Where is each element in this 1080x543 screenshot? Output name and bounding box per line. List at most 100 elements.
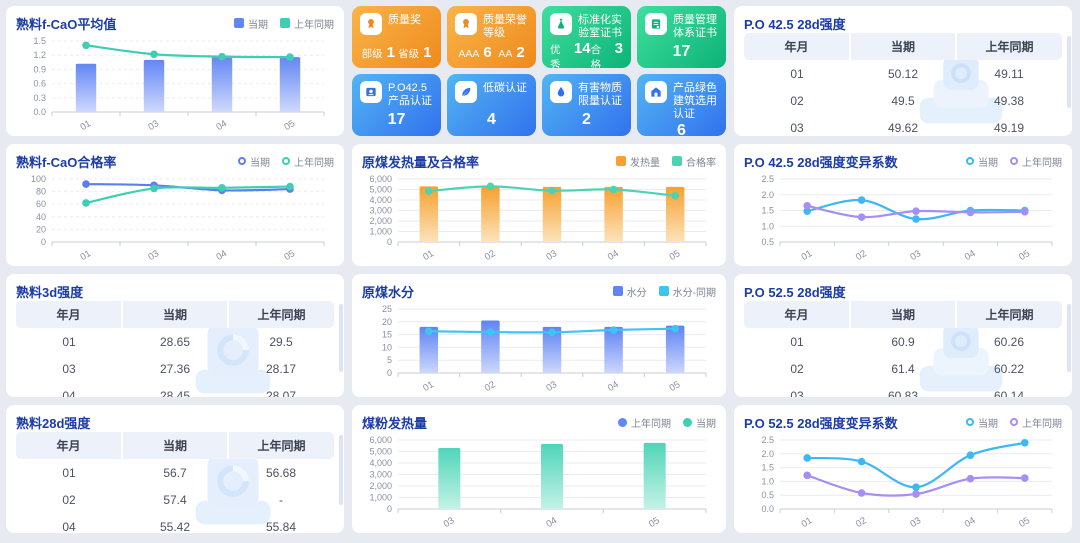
legend-item[interactable]: 上年同期 (1010, 415, 1062, 430)
po525-28d-table: 年月 当期 上年同期 01 60.9 60.26 02 61.4 60.22 03 60.83 60.… (744, 301, 1062, 397)
badge-stat: 2 (582, 111, 591, 128)
legend-item[interactable]: 上年同期 (1010, 154, 1062, 169)
svg-text:03: 03 (908, 248, 923, 262)
svg-text:02: 02 (854, 248, 869, 262)
badge-lab-certificate[interactable]: 标准化实验室证书 优秀 14 合格 3 (542, 6, 631, 68)
badge-quality-honor[interactable]: 质量荣誉等级 AAA 6 AA 2 (447, 6, 536, 68)
table-cell: 01 (790, 335, 804, 349)
legend-label: 上年同期 (1022, 418, 1062, 430)
legend-item[interactable]: 当期 (966, 415, 998, 430)
chart-legend: 上年同期 当期 (618, 415, 716, 430)
panel-fcao-avg: 熟料f-CaO平均值 当期 上年同期 0.0 0.3 0.6 0.9 1.2 1.5 01 03… (6, 6, 344, 136)
panel-clinker-3d-table: 熟料3d强度 年月 当期 上年同期 01 28.65 29.5 03 27.36 28.17 04… (6, 274, 344, 397)
badge-stats: 优秀 14 合格 3 (550, 40, 623, 68)
legend-item[interactable]: 当期 (238, 154, 270, 169)
svg-text:2,000: 2,000 (369, 216, 392, 226)
badge-title: 质量荣誉等级 (483, 14, 527, 40)
badge-hazardous-limit-cert[interactable]: 有害物质限量认证 2 (542, 74, 631, 136)
legend-item[interactable]: 合格率 (672, 154, 716, 169)
badge-quality-award[interactable]: 质量奖 部级 1 省级 1 (352, 6, 441, 68)
legend-marker (966, 418, 974, 426)
legend-marker (1010, 418, 1018, 426)
svg-text:05: 05 (282, 248, 297, 262)
badge-stat: 合格 3 (590, 40, 623, 68)
badge-stat: 4 (487, 111, 496, 128)
certificate-icon (645, 13, 667, 35)
badge-green-building-cert[interactable]: 产品绿色建筑选用认证 6 (637, 74, 726, 136)
svg-text:2.5: 2.5 (761, 435, 774, 445)
badge-title: 低碳认证 (483, 82, 527, 94)
chart-legend: 当期 上年同期 (966, 415, 1062, 430)
badge-stats: 17 (360, 108, 433, 131)
svg-text:05: 05 (668, 248, 683, 262)
clinker-3d-table: 年月 当期 上年同期 01 28.65 29.5 03 27.36 28.17 04 28.45 28… (16, 301, 334, 397)
svg-text:05: 05 (1017, 515, 1032, 529)
table-row: 03 27.36 28.17 (16, 355, 334, 382)
column-header: 上年同期 (955, 301, 1062, 328)
svg-text:04: 04 (963, 248, 978, 262)
legend-item[interactable]: 上年同期 (618, 415, 671, 430)
legend-marker (280, 18, 290, 28)
svg-text:01: 01 (800, 515, 815, 529)
legend-item[interactable]: 水分-同期 (658, 284, 716, 299)
panel-po525-28d-table: P.O 52.5 28d强度 年月 当期 上年同期 01 60.9 60.26 02 61.4… (734, 274, 1072, 397)
legend-item[interactable]: 水分 (612, 284, 647, 299)
panel-coal-moisture: 原煤水分 水分 水分-同期 0 5 10 15 20 25 01 02 03 04 05 (352, 274, 726, 397)
fcao-avg-chart: 0.0 0.3 0.6 0.9 1.2 1.5 01 03 04 05 (16, 33, 334, 132)
table-cell: 49.19 (993, 121, 1025, 135)
svg-text:03: 03 (146, 248, 161, 262)
svg-text:6,000: 6,000 (369, 174, 392, 184)
svg-text:0: 0 (387, 504, 392, 514)
svg-text:2.0: 2.0 (761, 449, 774, 459)
legend-item[interactable]: 当期 (683, 415, 716, 430)
legend-item[interactable]: 发热量 (616, 154, 660, 169)
panel-title: 原煤水分 (362, 284, 415, 300)
svg-text:10: 10 (382, 342, 392, 352)
table-scrollbar[interactable] (339, 304, 343, 372)
svg-text:0.5: 0.5 (761, 237, 774, 247)
legend-item[interactable]: 上年同期 (280, 16, 334, 31)
svg-text:5,000: 5,000 (369, 447, 392, 457)
badge-stat: 部级 1 (361, 44, 395, 61)
legend-marker (672, 156, 682, 166)
svg-text:03: 03 (908, 515, 923, 529)
legend-label: 上年同期 (294, 157, 334, 169)
svg-text:03: 03 (544, 248, 559, 262)
legend-item[interactable]: 当期 (234, 16, 268, 31)
table-cell: 29.5 (269, 335, 293, 349)
badge-title: 有害物质限量认证 (578, 82, 622, 108)
panel-po525-cv: P.O 52.5 28d强度变异系数 当期 上年同期 0.0 0.5 1.0 1.5 2.… (734, 405, 1072, 533)
legend-item[interactable]: 当期 (966, 154, 998, 169)
panel-title: 熟料3d强度 (16, 284, 84, 300)
svg-text:1,000: 1,000 (369, 493, 392, 503)
panel-title: 熟料28d强度 (16, 415, 91, 431)
legend-item[interactable]: 上年同期 (282, 154, 334, 169)
table-cell: 60.9 (891, 335, 915, 349)
table-cell: 60.26 (993, 335, 1025, 349)
table-scrollbar[interactable] (1067, 304, 1071, 372)
column-header: 上年同期 (955, 33, 1062, 60)
legend-label: 当期 (248, 19, 268, 31)
table-cell: 49.38 (993, 94, 1025, 108)
table-cell: 49.62 (887, 121, 919, 135)
table-cell: 60.14 (993, 389, 1025, 397)
table-cell: 03 (790, 121, 804, 135)
badge-po425-product-cert[interactable]: P.O42.5 产品认证 17 (352, 74, 441, 136)
panel-title: 原煤发热量及合格率 (362, 154, 480, 170)
building-icon (645, 81, 667, 103)
badge-stats: 6 (645, 122, 718, 136)
badge-qms-certificate[interactable]: 质量管理体系证书 17 (637, 6, 726, 68)
coal-powder-heat-chart: 0 1,000 2,000 3,000 4,000 5,000 6,000 03 04 05 (362, 432, 716, 529)
chart-legend: 当期 上年同期 (234, 16, 334, 31)
column-header: 上年同期 (227, 432, 334, 459)
column-header: 当期 (121, 432, 228, 459)
badge-low-carbon-cert[interactable]: 低碳认证 4 (447, 74, 536, 136)
table-scrollbar[interactable] (339, 435, 343, 506)
svg-text:02: 02 (483, 248, 498, 262)
table-cell: 28.65 (159, 335, 191, 349)
table-cell: 61.4 (891, 362, 915, 376)
badge-stats: 17 (645, 40, 718, 63)
table-scrollbar[interactable] (1067, 36, 1071, 108)
badge-stats: AAA 6 AA 2 (455, 40, 528, 63)
